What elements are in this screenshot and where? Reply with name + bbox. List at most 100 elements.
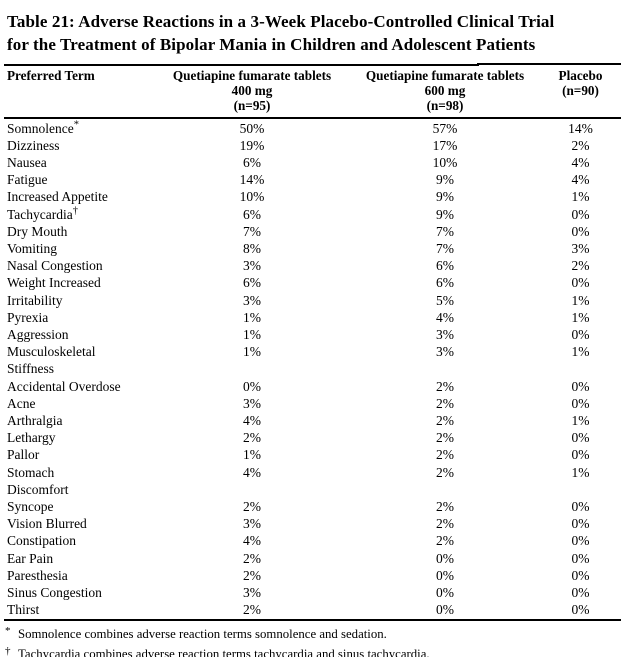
cell-preferred-term: Fatigue bbox=[4, 171, 154, 188]
table-row: Dizziness 19% 17% 2% bbox=[4, 137, 621, 154]
preferred-term-label: Irritability bbox=[7, 292, 63, 308]
cell-600mg-value: 2% bbox=[436, 430, 454, 446]
cell-placebo-value: 0% bbox=[571, 567, 590, 583]
table-row: Constipation 4% 2% 0% bbox=[4, 532, 621, 549]
cell-400mg-value: 19% bbox=[239, 137, 265, 153]
cell-600mg-value: 6% bbox=[436, 258, 454, 274]
preferred-term-label: Pallor bbox=[7, 447, 40, 463]
cell-placebo-value: 2% bbox=[571, 137, 590, 153]
cell-placebo-value: 1% bbox=[571, 309, 590, 325]
preferred-term-label: Paresthesia bbox=[7, 567, 68, 583]
cell-preferred-term: Pyrexia bbox=[4, 309, 154, 326]
cell-placebo-value: 0% bbox=[571, 223, 590, 239]
header-400-line-2: 400 mg bbox=[231, 83, 273, 99]
footnote-marker: * bbox=[5, 624, 11, 637]
preferred-term-label: Ear Pain bbox=[7, 550, 54, 566]
table-row: Somnolence* 50% 57% 14% bbox=[4, 118, 621, 137]
cell-preferred-term: Somnolence* bbox=[4, 118, 154, 137]
table-top-rule bbox=[4, 63, 621, 66]
table-row: Irritability 3% 5% 1% bbox=[4, 292, 621, 309]
table-row: Ear Pain 2% 0% 0% bbox=[4, 550, 621, 567]
header-600-line-2: 600 mg bbox=[424, 83, 466, 99]
cell-400mg-value: 2% bbox=[243, 430, 261, 446]
cell-600mg-value: 10% bbox=[432, 155, 458, 171]
cell-preferred-term: Ear Pain bbox=[4, 550, 154, 567]
table-row: Weight Increased 6% 6% 0% bbox=[4, 274, 621, 291]
cell-400mg-value: 14% bbox=[239, 172, 265, 188]
table-top-rule-left-segment bbox=[4, 64, 480, 66]
cell-placebo-value: 1% bbox=[571, 464, 590, 480]
cell-placebo-value: 14% bbox=[568, 120, 593, 136]
cell-preferred-term: Tachycardia† bbox=[4, 205, 154, 223]
table-row: Stomach Discomfort 4% 2% 1% bbox=[4, 464, 621, 498]
preferred-term-label: Increased Appetite bbox=[7, 189, 108, 205]
table-row: Dry Mouth 7% 7% 0% bbox=[4, 223, 621, 240]
cell-400mg-value: 0% bbox=[243, 378, 261, 394]
preferred-term-label: Acne bbox=[7, 395, 36, 411]
cell-placebo-value: 0% bbox=[571, 585, 590, 601]
footnote-reference-marker: † bbox=[72, 205, 79, 217]
preferred-term-label: Weight Increased bbox=[7, 275, 101, 291]
cell-400mg-value: 6% bbox=[243, 206, 261, 222]
cell-400mg-value: 2% bbox=[243, 567, 261, 583]
cell-placebo-value: 0% bbox=[571, 516, 590, 532]
cell-400mg-value: 10% bbox=[239, 189, 265, 205]
cell-placebo-value: 0% bbox=[571, 327, 590, 343]
table-row: Accidental Overdose 0% 2% 0% bbox=[4, 378, 621, 395]
footnote-text: Tachycardia combines adverse reaction te… bbox=[18, 647, 430, 657]
header-placebo: Placebo (n=90) bbox=[540, 66, 621, 119]
cell-400mg-value: 4% bbox=[243, 464, 261, 480]
cell-preferred-term: Syncope bbox=[4, 498, 154, 515]
header-preferred-term: Preferred Term bbox=[4, 66, 154, 119]
cell-600mg-value: 57% bbox=[432, 120, 458, 136]
header-quetiapine-400mg: Quetiapine fumarate tablets 400 mg (n=95… bbox=[154, 66, 350, 119]
table-row: Fatigue 14% 9% 4% bbox=[4, 171, 621, 188]
table-title: Table 21: Adverse Reactions in a 3-Week … bbox=[7, 10, 622, 56]
preferred-term-label: Dizziness bbox=[7, 137, 60, 153]
cell-600mg-value: 7% bbox=[436, 223, 454, 239]
cell-600mg-value: 2% bbox=[436, 516, 454, 532]
cell-preferred-term: Weight Increased bbox=[4, 274, 154, 291]
cell-600mg-value: 2% bbox=[436, 499, 454, 515]
footnotes: * Somnolence combines adverse reaction te… bbox=[5, 625, 622, 657]
cell-400mg-value: 3% bbox=[243, 292, 261, 308]
cell-600mg-value: 2% bbox=[436, 378, 454, 394]
cell-preferred-term: Vision Blurred bbox=[4, 515, 154, 532]
table-row: Pyrexia 1% 4% 1% bbox=[4, 309, 621, 326]
cell-preferred-term: Lethargy bbox=[4, 429, 154, 446]
table-row: Vision Blurred 3% 2% 0% bbox=[4, 515, 621, 532]
cell-400mg-value: 7% bbox=[243, 223, 261, 239]
cell-placebo-value: 0% bbox=[571, 430, 590, 446]
cell-preferred-term: Dizziness bbox=[4, 137, 154, 154]
preferred-term-label: Stomach Discomfort bbox=[7, 464, 69, 497]
cell-400mg-value: 4% bbox=[243, 413, 261, 429]
table-title-line-2: for the Treatment of Bipolar Mania in Ch… bbox=[7, 35, 536, 54]
preferred-term-label: Lethargy bbox=[7, 430, 56, 446]
cell-400mg-value: 6% bbox=[243, 155, 261, 171]
header-preferred-term-label: Preferred Term bbox=[7, 68, 95, 83]
table-row: Syncope 2% 2% 0% bbox=[4, 498, 621, 515]
cell-placebo-value: 0% bbox=[540, 601, 621, 621]
cell-placebo-value: 4% bbox=[571, 155, 590, 171]
cell-placebo-value: 2% bbox=[571, 258, 590, 274]
preferred-term-label: Somnolence bbox=[7, 120, 74, 136]
cell-preferred-term: Irritability bbox=[4, 292, 154, 309]
cell-600mg-value: 3% bbox=[436, 327, 454, 343]
table-row: Increased Appetite 10% 9% 1% bbox=[4, 188, 621, 205]
table-row: Nasal Congestion 3% 6% 2% bbox=[4, 257, 621, 274]
table-row: Pallor 1% 2% 0% bbox=[4, 446, 621, 463]
table-title-line-1: Table 21: Adverse Reactions in a 3-Week … bbox=[7, 12, 555, 31]
preferred-term-label: Aggression bbox=[7, 327, 69, 343]
cell-preferred-term: Constipation bbox=[4, 532, 154, 549]
footnote-reference-marker: * bbox=[73, 119, 79, 131]
preferred-term-label: Nasal Congestion bbox=[7, 258, 103, 274]
preferred-term-label: Vision Blurred bbox=[7, 516, 87, 532]
preferred-term-label: Nausea bbox=[7, 155, 47, 171]
cell-preferred-term: Stomach Discomfort bbox=[4, 464, 154, 498]
cell-placebo-value: 0% bbox=[571, 550, 590, 566]
cell-400mg-value: 3% bbox=[243, 258, 261, 274]
cell-600mg-value: 2% bbox=[436, 413, 454, 429]
cell-600mg-value: 4% bbox=[436, 309, 454, 325]
cell-preferred-term: Musculoskeletal Stiffness bbox=[4, 343, 154, 377]
cell-600mg-value: 5% bbox=[436, 292, 454, 308]
